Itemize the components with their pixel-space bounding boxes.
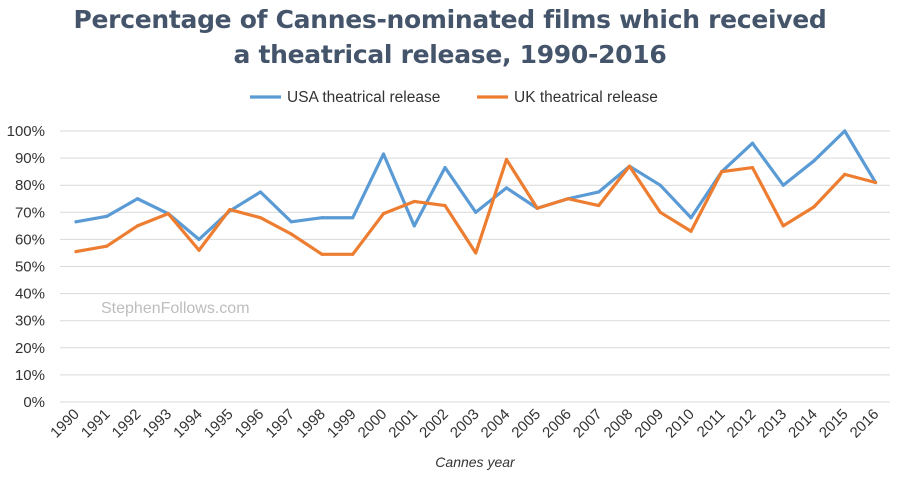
- data-point: [873, 180, 878, 185]
- x-tick-label: 1999: [324, 406, 360, 442]
- data-point: [74, 249, 78, 254]
- data-point: [74, 220, 78, 224]
- x-tick-label: 2005: [508, 406, 544, 442]
- data-point: [474, 251, 478, 255]
- y-tick-label: 0%: [23, 394, 45, 411]
- data-point: [750, 165, 755, 170]
- x-tick-label: 1995: [201, 406, 237, 442]
- x-tick-label: 1993: [139, 406, 175, 442]
- chart-title-line-2: a theatrical release, 1990-2016: [233, 40, 667, 69]
- y-tick-label: 10%: [15, 367, 45, 384]
- data-point: [504, 186, 509, 190]
- data-point: [228, 207, 232, 212]
- x-tick-label: 2016: [847, 406, 883, 442]
- data-point: [105, 214, 109, 218]
- x-tick-label: 2013: [754, 406, 790, 442]
- x-tick-label: 1994: [170, 406, 206, 442]
- series-lines: [74, 129, 878, 256]
- x-tick-label: 2014: [785, 406, 821, 442]
- data-point: [720, 170, 724, 174]
- legend: USA theatrical release UK theatrical rel…: [250, 89, 658, 106]
- data-point: [812, 159, 816, 163]
- y-tick-label: 40%: [15, 286, 45, 303]
- data-point: [627, 164, 632, 168]
- y-tick-label: 70%: [15, 204, 45, 221]
- data-point: [658, 210, 662, 214]
- data-point: [135, 197, 140, 201]
- x-tick-label: 2011: [694, 406, 729, 441]
- data-point: [843, 172, 847, 176]
- data-point: [320, 216, 324, 220]
- x-tick-label: 1996: [232, 406, 268, 442]
- data-point: [289, 232, 293, 236]
- data-point: [781, 224, 785, 228]
- data-point: [412, 224, 416, 228]
- legend-label-usa: USA theatrical release: [287, 89, 440, 106]
- x-tick-label: 2000: [355, 406, 391, 442]
- x-tick-label: 2008: [601, 406, 637, 442]
- data-point: [258, 190, 263, 194]
- data-point: [689, 229, 693, 233]
- x-tick-label: 2004: [478, 406, 514, 442]
- data-point: [658, 183, 662, 187]
- y-tick-label: 50%: [15, 259, 45, 276]
- y-tick-label: 30%: [15, 313, 45, 330]
- x-tick-label: 2003: [447, 406, 483, 442]
- y-tick-label: 100%: [7, 123, 45, 140]
- x-tick-label: 2002: [416, 406, 452, 442]
- legend-label-uk: UK theatrical release: [514, 89, 658, 106]
- data-point: [351, 252, 355, 256]
- x-tick-label: 1998: [293, 406, 329, 442]
- y-tick-label: 20%: [15, 340, 45, 357]
- series-line-uk: [74, 157, 878, 256]
- data-point: [135, 224, 140, 228]
- data-point: [597, 190, 601, 194]
- y-tick-label: 90%: [15, 150, 45, 167]
- chart-title-line-1: Percentage of Cannes-nominated films whi…: [73, 5, 827, 34]
- y-tick-label: 80%: [15, 177, 45, 194]
- data-point: [535, 206, 539, 210]
- data-point: [443, 203, 447, 208]
- x-axis-tick-labels: 1990199119921993199419951996199719981999…: [47, 406, 882, 442]
- data-point: [351, 216, 355, 220]
- data-point: [781, 183, 785, 187]
- x-tick-label: 2009: [631, 406, 667, 442]
- data-point: [381, 152, 386, 156]
- data-point: [197, 248, 201, 252]
- data-point: [412, 199, 416, 204]
- data-point: [289, 220, 293, 224]
- x-tick-label: 2006: [539, 406, 575, 442]
- x-tick-label: 2015: [816, 406, 852, 442]
- y-tick-label: 60%: [15, 231, 45, 248]
- x-tick-label: 1991: [78, 406, 114, 442]
- data-point: [566, 197, 570, 201]
- data-point: [597, 203, 601, 208]
- watermark-text: StephenFollows.com: [101, 300, 250, 317]
- data-point: [381, 212, 386, 216]
- x-tick-label: 1990: [47, 406, 83, 442]
- x-tick-label: 2012: [724, 406, 760, 442]
- data-point: [812, 205, 816, 209]
- x-tick-label: 2010: [662, 406, 698, 442]
- y-axis-tick-labels: 0% 10% 20% 30% 40% 50% 60% 70% 80% 90% 100%: [7, 123, 45, 411]
- x-axis-title: Cannes year: [435, 454, 516, 470]
- x-tick-label: 1997: [262, 406, 298, 442]
- data-point: [689, 216, 693, 220]
- data-point: [320, 252, 324, 256]
- data-point: [474, 210, 478, 214]
- data-point: [504, 157, 509, 162]
- data-point: [197, 237, 201, 241]
- data-point: [105, 244, 109, 248]
- x-tick-label: 1992: [109, 406, 145, 442]
- chart-title: Percentage of Cannes-nominated films whi…: [0, 2, 900, 72]
- data-point: [258, 216, 263, 220]
- gridlines: [60, 130, 890, 403]
- data-point: [443, 165, 447, 170]
- data-point: [843, 129, 847, 133]
- x-tick-label: 2001: [385, 406, 421, 442]
- data-point: [166, 212, 170, 216]
- data-point: [750, 141, 755, 145]
- x-tick-label: 2007: [570, 406, 606, 442]
